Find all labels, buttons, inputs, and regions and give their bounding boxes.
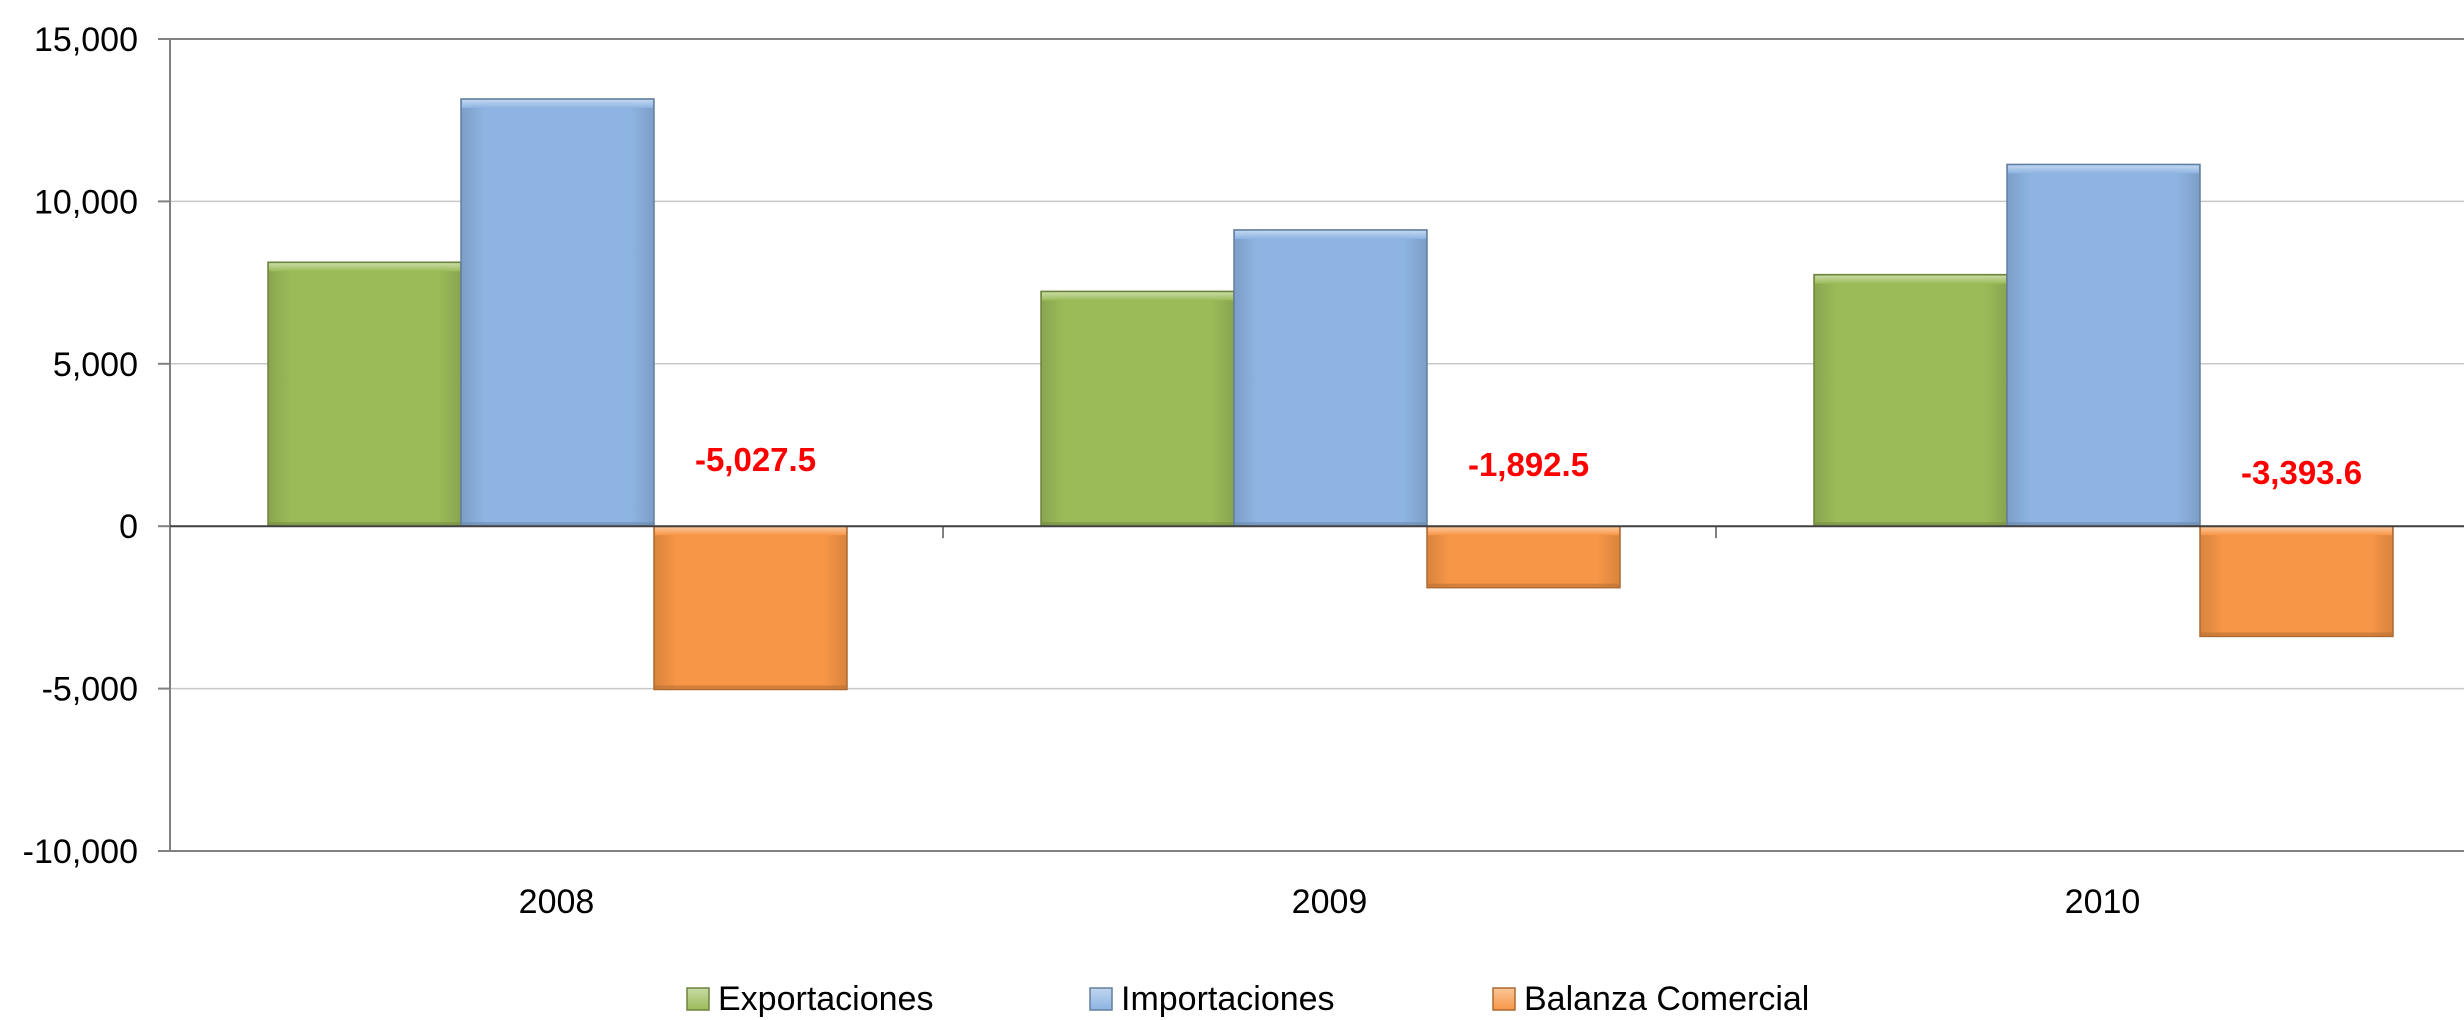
bars [267,98,2394,691]
legend-swatch [1492,987,1516,1011]
y-tick-label: -5,000 [42,671,138,709]
zero-line [170,525,2464,539]
x-tick-label: 2008 [519,883,595,921]
bar-importaciones-2008 [460,98,655,527]
y-tick-label: 5,000 [53,346,138,384]
bar-exportaciones-2009 [1040,290,1235,527]
data-label-2009: -1,892.5 [1468,446,1589,483]
data-label-2008: -5,027.5 [695,441,816,478]
legend-label: Balanza Comercial [1524,980,1809,1018]
legend-item-exportaciones: Exportaciones [686,980,933,1018]
bar-exportaciones-2010 [1813,273,2008,527]
legend-swatch [1089,987,1113,1011]
data-label-2010: -3,393.6 [2241,454,2362,491]
y-tick-label: 0 [119,508,138,546]
y-tick-label: -10,000 [23,833,138,871]
legend-item-balanza-comercial: Balanza Comercial [1492,980,1809,1018]
legend-label: Exportaciones [718,980,933,1018]
bar-balanza-comercial-2010 [2199,525,2394,638]
bar-balanza-comercial-2008 [653,525,848,691]
bar-importaciones-2010 [2006,163,2201,527]
legend: Exportaciones Importaciones Balanza Comerc… [686,980,1809,1018]
legend-label: Importaciones [1121,980,1335,1018]
y-tick-label: 15,000 [34,21,138,59]
legend-item-importaciones: Importaciones [1089,980,1335,1018]
legend-swatch [686,987,710,1011]
bar-balanza-comercial-2009 [1426,525,1621,589]
data-labels: -5,027.5 -1,892.5 -3,393.6 [695,441,2362,491]
x-tick-label: 2010 [2065,883,2141,921]
bar-importaciones-2009 [1233,229,1428,527]
x-tick-label: 2009 [1292,883,1368,921]
axes: 15,000 10,000 5,000 0 -5,000 -10,000 2008 2009 2… [23,21,2464,921]
bar-exportaciones-2008 [267,261,462,527]
y-tick-label: 10,000 [34,183,138,221]
